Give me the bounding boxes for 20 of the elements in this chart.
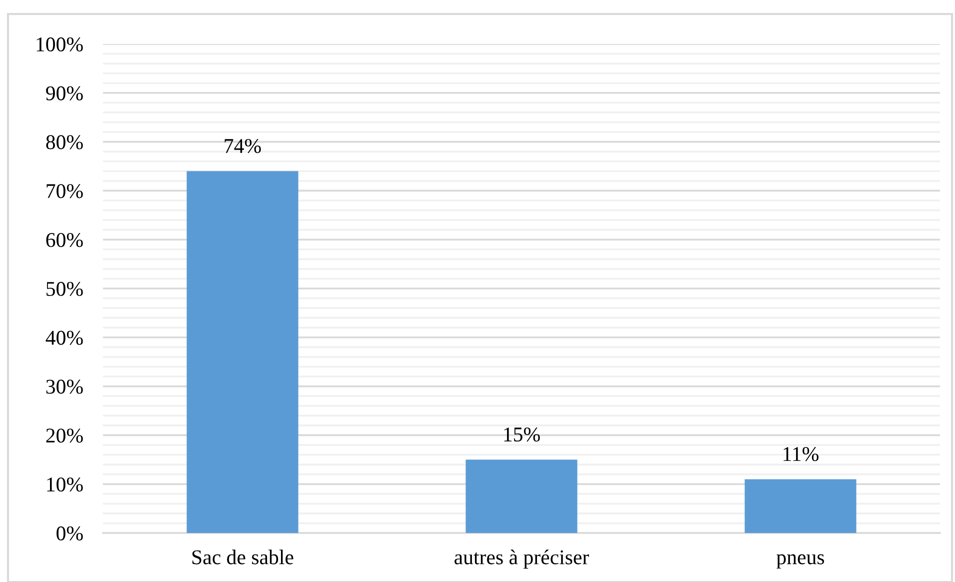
y-tick-label: 30% <box>46 380 83 394</box>
y-tick-label: 0% <box>56 526 83 540</box>
y-tick-label: 80% <box>46 135 83 150</box>
x-tick-label: Sac de sable <box>192 550 294 564</box>
y-tick-label: 90% <box>46 86 83 100</box>
x-tick-label: pneus <box>776 554 824 569</box>
y-tick-label: 50% <box>46 282 83 296</box>
y-tick-label: 70% <box>46 184 83 198</box>
y-tick-label: 20% <box>46 428 83 443</box>
data-label: 11% <box>784 447 818 462</box>
data-label: 74% <box>224 138 261 154</box>
y-tick-label: 60% <box>46 232 83 248</box>
bar <box>744 479 856 533</box>
data-label: 15% <box>504 427 540 442</box>
bar <box>466 460 578 533</box>
y-tick-label: 100% <box>36 37 83 52</box>
y-tick-label: 40% <box>46 330 83 345</box>
y-tick-label: 10% <box>47 477 83 492</box>
bar <box>186 171 298 533</box>
x-tick-label: autres à préciser <box>454 550 589 569</box>
